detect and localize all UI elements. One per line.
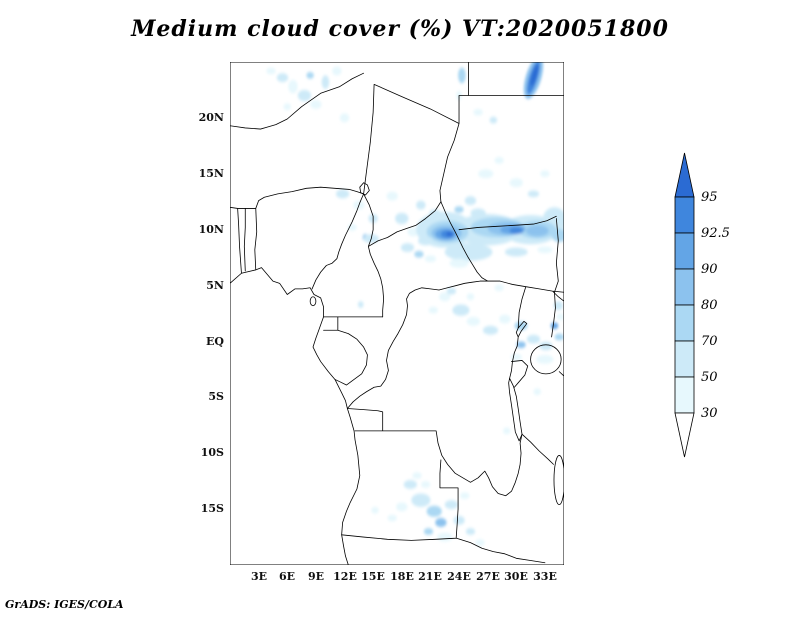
- lat-tick-15N: 15N: [198, 167, 224, 180]
- country-borders: [230, 62, 564, 565]
- lat-tick-15S: 15S: [200, 502, 224, 515]
- colorbar-band-92.5-95: [674, 196, 695, 234]
- lat-tick-5N: 5N: [206, 279, 224, 292]
- colorbar: 95 92.5 90 80 70 50 30: [674, 150, 736, 462]
- lon-tick-6E: 6E: [278, 570, 296, 583]
- colorbar-label-70: 70: [701, 334, 718, 349]
- colorbar-label-30: 30: [701, 406, 718, 421]
- lat-tick-EQ: EQ: [206, 335, 224, 348]
- lon-tick-24E: 24E: [447, 570, 471, 583]
- colorbar-canvas: 95 92.5 90 80 70 50 30: [674, 152, 730, 458]
- colorbar-band-70-80: [674, 304, 695, 342]
- lon-tick-18E: 18E: [390, 570, 414, 583]
- lake-albert-edward-kivu: [510, 321, 527, 378]
- colorbar-label-92.5: 92.5: [701, 226, 730, 241]
- lat-tick-20N: 20N: [198, 111, 224, 124]
- map-canvas: [230, 62, 564, 565]
- colorbar-label-95: 95: [701, 190, 718, 205]
- lon-tick-15E: 15E: [361, 570, 385, 583]
- lake-tanganyika: [509, 378, 522, 441]
- lon-tick-27E: 27E: [476, 570, 500, 583]
- lat-tick-10N: 10N: [198, 223, 224, 236]
- plot-title: Medium cloud cover (%) VT:2020051800: [131, 16, 669, 42]
- lon-tick-9E: 9E: [307, 570, 325, 583]
- colorbar-top-arrow: [674, 152, 695, 198]
- map-frame: [230, 62, 564, 565]
- lake-victoria: [531, 345, 562, 374]
- lake-malawi: [554, 455, 564, 504]
- colorbar-label-80: 80: [701, 298, 718, 313]
- footer-credit: GrADS: IGES/COLA: [5, 598, 124, 611]
- map-region: [230, 62, 564, 565]
- lat-tick-10S: 10S: [200, 446, 224, 459]
- colorbar-band-90-92.5: [674, 232, 695, 270]
- lon-tick-12E: 12E: [333, 570, 357, 583]
- lat-tick-5S: 5S: [208, 390, 224, 403]
- colorbar-label-50: 50: [701, 370, 718, 385]
- colorbar-label-90: 90: [701, 262, 718, 277]
- colorbar-bottom-arrow: [674, 412, 695, 458]
- lon-tick-30E: 30E: [504, 570, 528, 583]
- colorbar-band-80-90: [674, 268, 695, 306]
- lon-tick-21E: 21E: [418, 570, 442, 583]
- lon-tick-3E: 3E: [250, 570, 268, 583]
- lon-tick-33E: 33E: [533, 570, 557, 583]
- colorbar-band-30-50: [674, 376, 695, 414]
- lake-chad: [360, 183, 370, 195]
- colorbar-band-50-70: [674, 340, 695, 378]
- bioko-island: [310, 297, 316, 306]
